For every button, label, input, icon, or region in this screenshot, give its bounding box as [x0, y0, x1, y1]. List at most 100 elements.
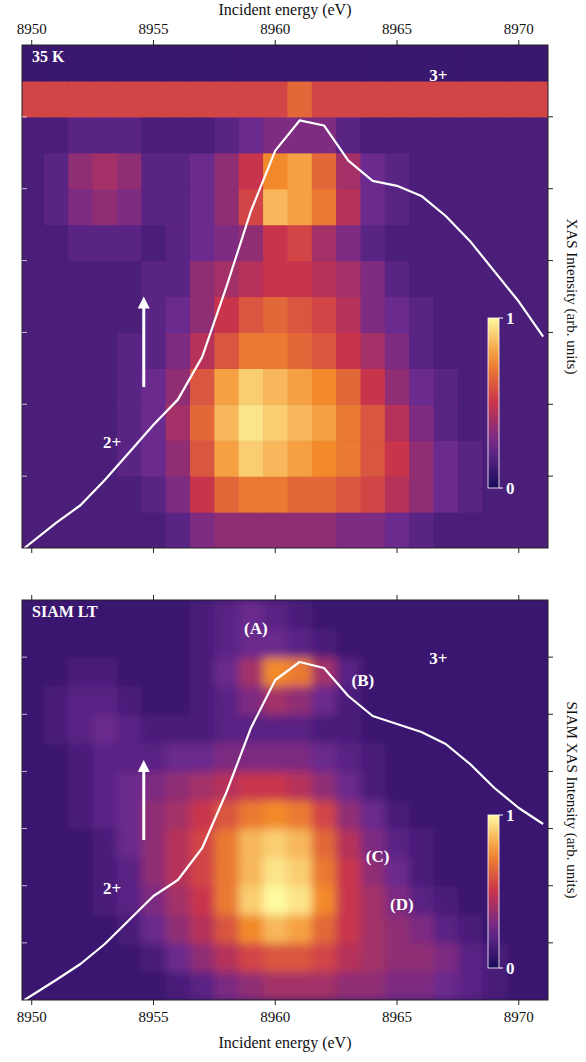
heatmap-cell	[239, 404, 264, 441]
heatmap-cell	[360, 368, 385, 405]
heatmap-cell	[434, 440, 459, 477]
heatmap-cell	[458, 512, 483, 548]
heatmap-cell	[409, 225, 434, 262]
heatmap-cell	[93, 368, 118, 405]
heatmap-cell	[336, 404, 361, 441]
heatmap-cell	[360, 117, 385, 154]
heatmap-cell	[385, 297, 410, 334]
heatmap-cell	[239, 261, 264, 298]
annotation: (D)	[390, 895, 414, 914]
heatmap-cell	[117, 81, 142, 118]
heatmap-cell	[117, 686, 142, 715]
heatmap-cell	[409, 743, 434, 772]
heatmap-cell	[312, 857, 337, 886]
panel-title: 35 K	[32, 48, 65, 65]
heatmap-cell	[239, 971, 264, 1000]
heatmap-cell	[458, 886, 483, 915]
heatmap-cell	[22, 886, 45, 915]
heatmap-cell	[507, 914, 532, 943]
heatmap-cell	[385, 476, 410, 513]
heatmap-cell	[312, 332, 337, 369]
heatmap-cell	[507, 512, 532, 548]
heatmap-cell	[360, 743, 385, 772]
heatmap-cell	[458, 857, 483, 886]
heatmap-cell	[166, 600, 191, 629]
heatmap-cell	[22, 81, 45, 118]
heatmap-cell	[385, 189, 410, 226]
heatmap-cell	[312, 261, 337, 298]
heatmap-cell	[22, 404, 45, 441]
heatmap-cell	[190, 743, 215, 772]
heatmap-cell	[141, 971, 166, 1000]
x-tick	[275, 40, 276, 45]
heatmap-cell	[117, 829, 142, 858]
heatmap-cell	[44, 153, 69, 190]
heatmap-cell	[409, 971, 434, 1000]
arrow-head	[138, 297, 150, 309]
heatmap-cell	[239, 657, 264, 686]
heatmap-cell	[507, 476, 532, 513]
annotation: (C)	[366, 847, 390, 866]
heatmap-cell	[336, 225, 361, 262]
heatmap-cell	[287, 261, 312, 298]
heatmap-cell	[239, 857, 264, 886]
heatmap-cell	[93, 771, 118, 800]
x-tick	[397, 548, 398, 553]
heatmap-cell	[312, 629, 337, 658]
heatmap-cell	[190, 771, 215, 800]
heatmap-cell	[93, 743, 118, 772]
panel-title: SIAM LT	[32, 603, 98, 620]
heatmap-cell	[409, 81, 434, 118]
heatmap-cell	[360, 476, 385, 513]
heatmap-cell	[385, 225, 410, 262]
x-tick-label: 8970	[504, 1009, 534, 1025]
heatmap-cell	[68, 117, 93, 154]
heatmap-cell	[336, 971, 361, 1000]
heatmap-cell	[44, 297, 69, 334]
heatmap-cell	[44, 829, 69, 858]
heatmap-cell	[214, 714, 239, 743]
heatmap-cell	[44, 800, 69, 829]
heatmap-cell	[22, 714, 45, 743]
plot-frame	[22, 45, 548, 548]
heatmap-cell	[409, 261, 434, 298]
heatmap-cell	[68, 743, 93, 772]
heatmap-cell	[360, 914, 385, 943]
heatmap-cell	[531, 943, 548, 972]
heatmap-cell	[458, 629, 483, 658]
heatmap-cell	[141, 943, 166, 972]
heatmap-cell	[214, 886, 239, 915]
heatmap-cell	[190, 943, 215, 972]
heatmap-cell	[287, 297, 312, 334]
heatmap-cell	[531, 404, 548, 441]
heatmap-cell	[93, 800, 118, 829]
heatmap-cell	[239, 297, 264, 334]
heatmap-cell	[336, 829, 361, 858]
heatmap-cell	[141, 512, 166, 548]
heatmap-cell	[190, 829, 215, 858]
heatmap-cell	[312, 225, 337, 262]
heatmap-cell	[22, 261, 45, 298]
y-tick	[22, 188, 27, 189]
heatmap-cell	[458, 771, 483, 800]
heatmap-cell	[287, 476, 312, 513]
heatmap-cell	[190, 971, 215, 1000]
heatmap-cell	[531, 117, 548, 154]
heatmap-cell	[263, 368, 288, 405]
heatmap-cell	[312, 886, 337, 915]
heatmap-cell	[141, 261, 166, 298]
heatmap-cell	[68, 714, 93, 743]
heatmap-cell	[287, 771, 312, 800]
x-tick	[31, 40, 32, 45]
heatmap-cell	[93, 971, 118, 1000]
heatmap-cell	[458, 117, 483, 154]
heatmap-cell	[385, 771, 410, 800]
heatmap-cell	[239, 440, 264, 477]
heatmap-cell	[141, 476, 166, 513]
x-tick	[153, 40, 154, 45]
heatmap-cell	[214, 657, 239, 686]
heatmap-cell	[239, 943, 264, 972]
heatmap-cell	[166, 743, 191, 772]
x-tick-label: 8955	[139, 1009, 169, 1025]
heatmap-cell	[360, 971, 385, 1000]
